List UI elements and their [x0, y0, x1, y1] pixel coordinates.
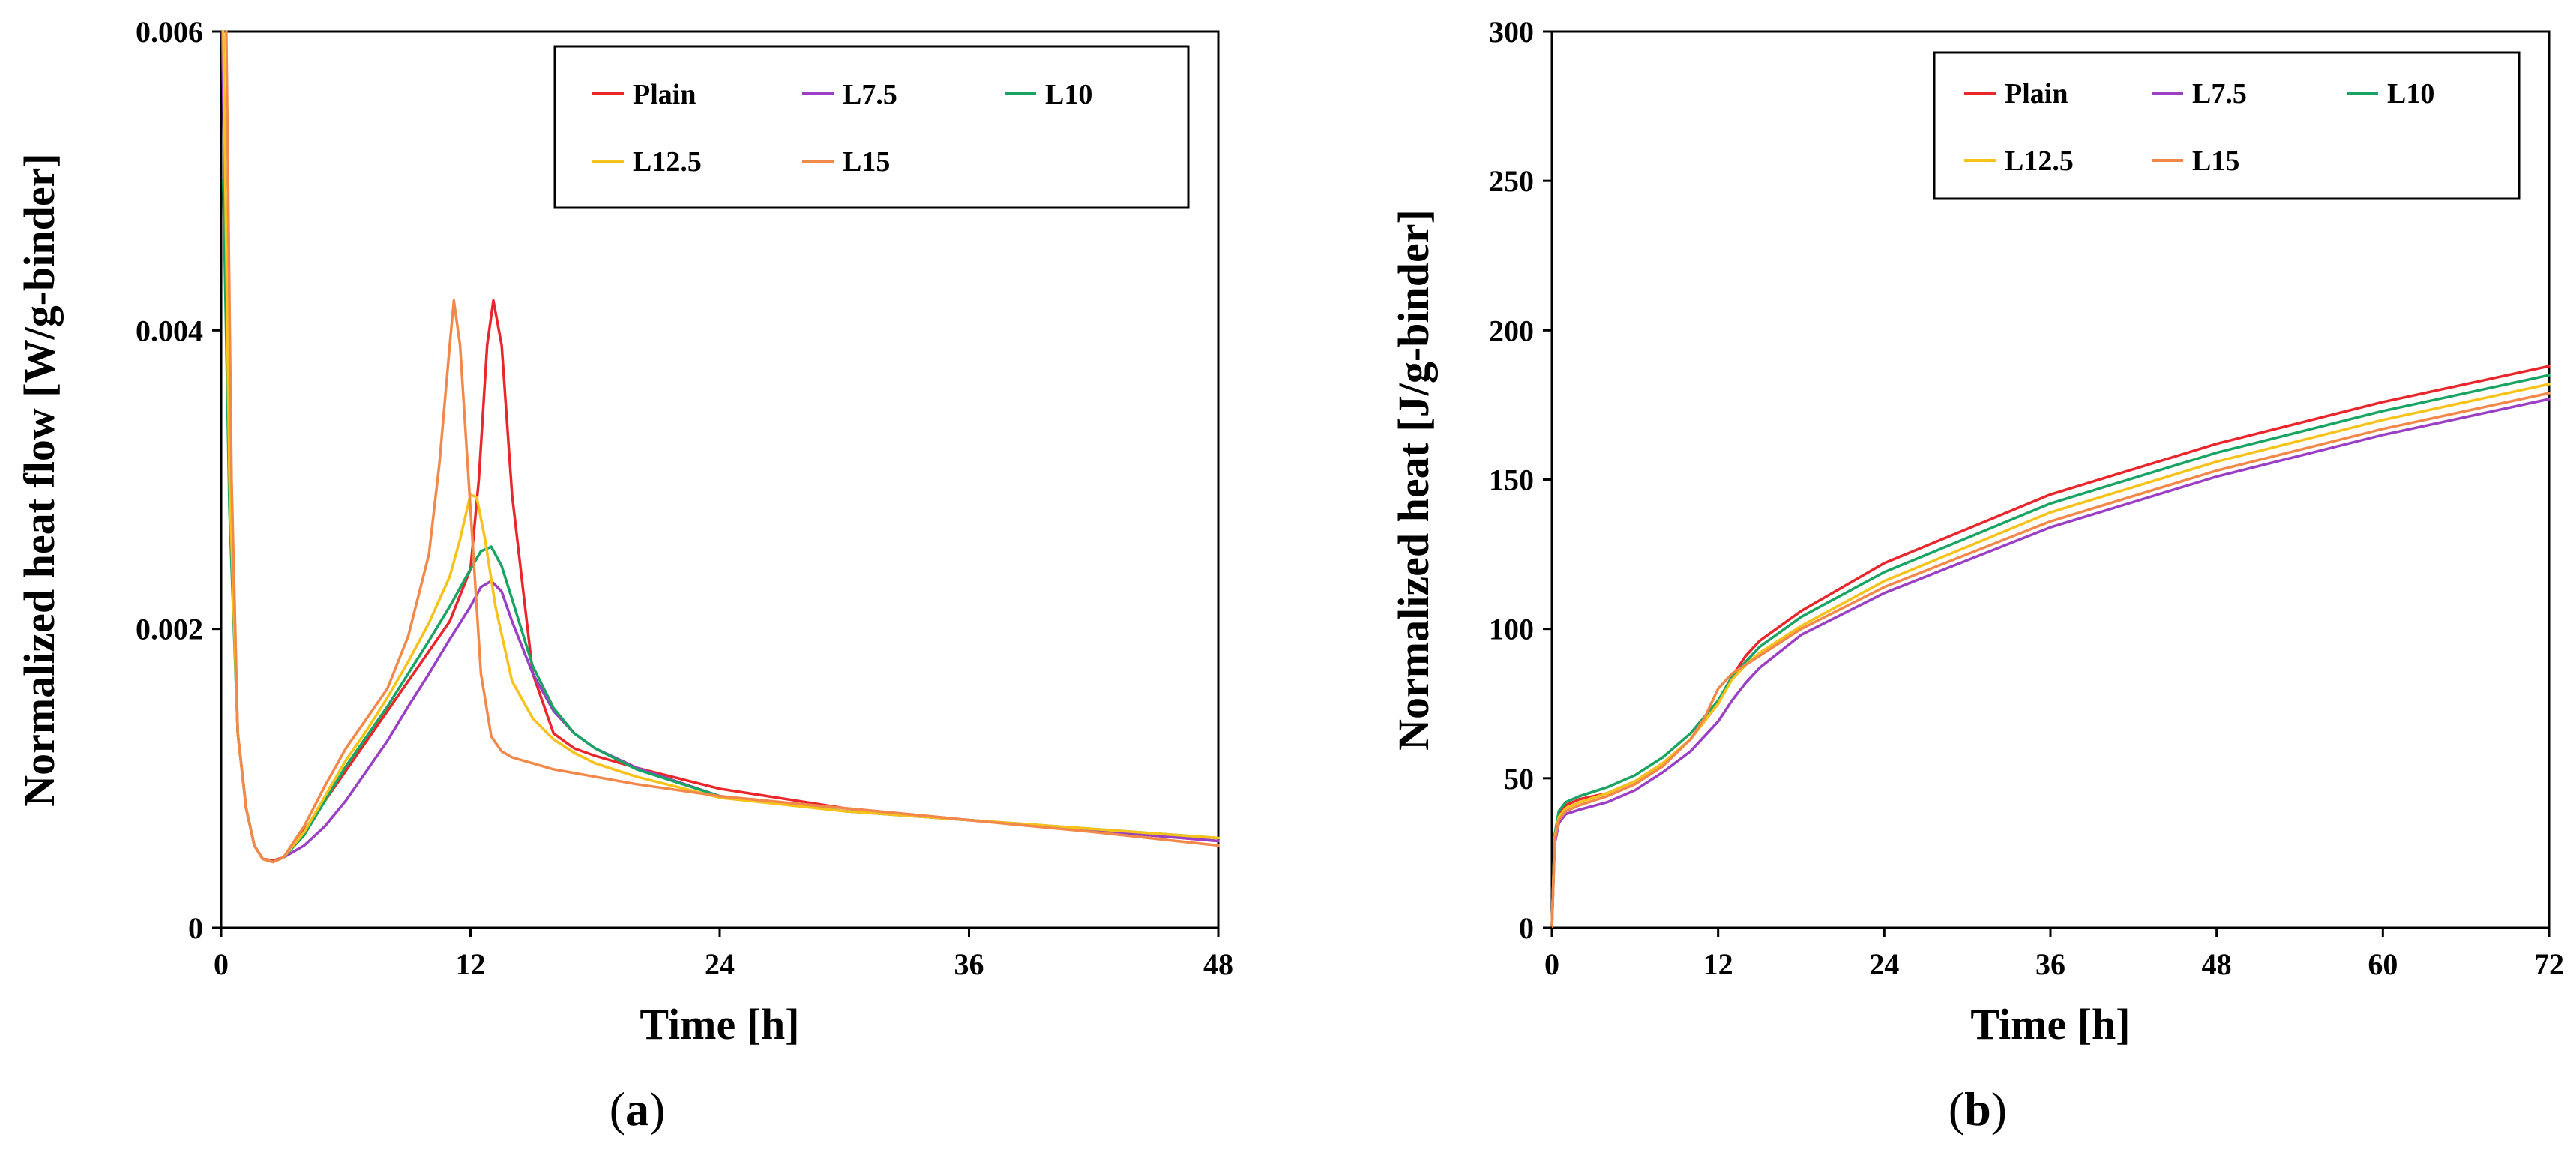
panel-a-legend-label-plain: Plain — [633, 79, 696, 110]
panel-b-series-group — [1550, 364, 2551, 929]
panel-b-legend-label-l15: L15 — [2192, 146, 2239, 177]
panel-b-x-tick-label: 0 — [1544, 947, 1559, 981]
panel-b-series-line-l10 — [1550, 374, 2551, 929]
panel-a-ticks: 0 12 24 36 48 0 0.002 0.004 0.006 — [136, 15, 1233, 981]
panel-a-legend: Plain L7.5 L10 L12.5 L15 — [592, 79, 1092, 178]
panel-b-y-tick-label: 250 — [1489, 164, 1534, 198]
panel-b-y-tick-label: 300 — [1489, 15, 1534, 49]
panel-b-x-tick-label: 72 — [2534, 947, 2564, 981]
panel-a-legend-label-l15: L15 — [843, 146, 890, 178]
panel-b-y-tick-label: 50 — [1504, 762, 1534, 796]
panel-a-x-tick-label: 24 — [705, 947, 735, 981]
panel-b-series-line-l12-5 — [1550, 382, 2551, 929]
panel-a-legend-label-l10: L10 — [1045, 79, 1092, 110]
panel-a-y-tick-label: 0 — [188, 911, 203, 945]
panel-b-x-axis-title: Time [h] — [1970, 1000, 2130, 1048]
panel-a-x-tick-label: 0 — [214, 947, 229, 981]
panel-b-series-line-l15 — [1550, 392, 2551, 929]
panel-a-y-tick-label: 0.006 — [136, 15, 203, 49]
panel-b-y-axis-title: Normalized heat [J/g-binder] — [1389, 209, 1438, 751]
panel-b-series-line-l7-5 — [1550, 398, 2551, 929]
panel-a-series-line-l10 — [222, 179, 1220, 864]
panel-a-legend-label-l12-5: L12.5 — [633, 146, 702, 178]
panel-b-legend-label-l12-5: L12.5 — [2005, 146, 2074, 177]
panel-a-x-tick-label: 12 — [456, 947, 486, 981]
panel-a: 0 12 24 36 48 0 0.002 0.004 0.006 Plain L7.5 L10 L1… — [15, 15, 1233, 1136]
panel-b-x-tick-label: 24 — [1869, 947, 1899, 981]
panel-a-x-tick-label: 36 — [954, 947, 984, 981]
panel-b-legend: Plain L7.5 L10 L12.5 L15 — [1964, 78, 2434, 177]
panel-b-series-line-plain — [1550, 364, 2551, 929]
panel-b-caption-letter: b — [1964, 1082, 1991, 1136]
panel-a-x-axis-title: Time [h] — [640, 1000, 799, 1048]
panel-b-caption: (b) — [1948, 1082, 2007, 1136]
panel-b-x-tick-label: 12 — [1703, 947, 1733, 981]
panel-b-y-tick-label: 150 — [1489, 464, 1534, 497]
panel-b-legend-label-l10: L10 — [2387, 78, 2434, 110]
panel-b-y-tick-label: 100 — [1489, 613, 1534, 646]
panel-a-x-tick-label: 48 — [1203, 947, 1233, 981]
panel-b-x-tick-label: 48 — [2202, 947, 2232, 981]
panel-b-x-tick-label: 36 — [2035, 947, 2065, 981]
panel-a-caption-letter: a — [625, 1082, 649, 1136]
panel-a-series-group — [220, 30, 1220, 864]
panel-b: 0 12 24 36 48 60 72 0 50 100 150 200 250 300 Plain L7.… — [1389, 15, 2564, 1136]
panel-a-y-axis-title: Normalized heat flow [W/g-binder] — [15, 153, 64, 806]
panel-b-x-tick-label: 60 — [2368, 947, 2398, 981]
panel-a-legend-box — [553, 45, 1190, 209]
panel-b-legend-label-l7-5: L7.5 — [2192, 78, 2247, 110]
panel-a-y-tick-label: 0.004 — [136, 314, 203, 347]
panel-a-series-line-l15 — [225, 30, 1220, 864]
panel-b-legend-label-plain: Plain — [2005, 78, 2068, 110]
panel-a-caption: (a) — [610, 1082, 666, 1136]
panel-b-legend-box — [1933, 51, 2521, 200]
panel-b-y-tick-label: 200 — [1489, 314, 1534, 347]
panel-a-y-tick-label: 0.002 — [136, 613, 203, 646]
panel-b-y-tick-label: 0 — [1519, 911, 1534, 945]
panel-b-ticks: 0 12 24 36 48 60 72 0 50 100 150 200 250 300 — [1489, 15, 2564, 981]
panel-a-legend-label-l7-5: L7.5 — [843, 79, 897, 110]
